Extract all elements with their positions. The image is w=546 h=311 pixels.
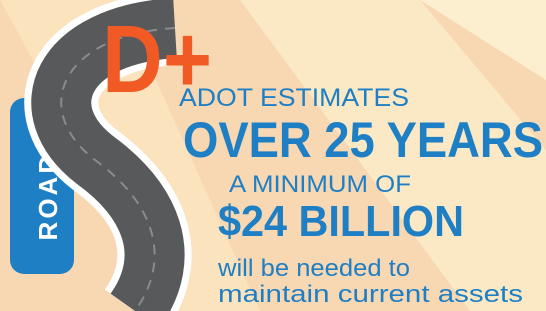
headline: OVER 25 YEARS (183, 112, 543, 168)
body-line: will be needed to (217, 255, 410, 282)
page: ROADS D+ ADOT ESTIMATES OVER 25 YEARS A … (0, 0, 546, 311)
body-line: maintain current assets (218, 281, 523, 308)
amount: $24 BILLION (218, 197, 464, 246)
infographic: ROADS D+ ADOT ESTIMATES OVER 25 YEARS A … (0, 0, 546, 311)
subhead-intro: A MINIMUM OF (229, 171, 411, 198)
headline-intro: ADOT ESTIMATES (179, 84, 409, 112)
